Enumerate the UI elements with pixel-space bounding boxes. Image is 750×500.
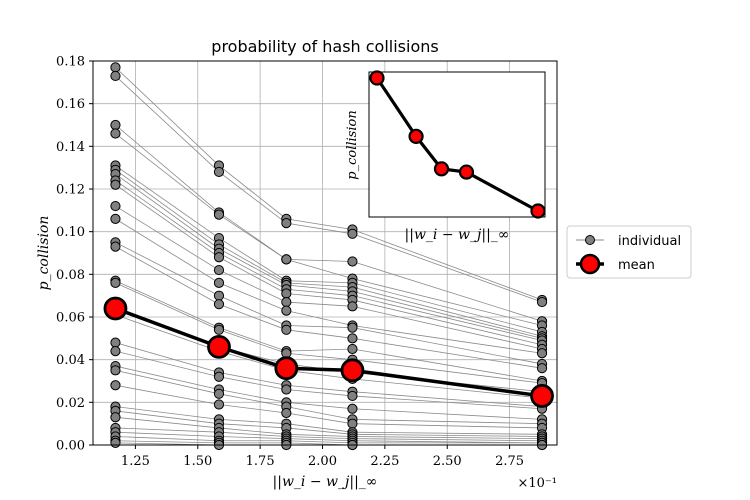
mean-point-3 (340, 358, 365, 383)
y-tick-label-7: 0.14 (56, 140, 85, 155)
individual-point-21-2 (281, 407, 292, 419)
individual-point-18-0 (110, 346, 121, 357)
y-tick-label-4: 0.08 (56, 268, 85, 283)
x-tick-label-6: 2.75 (495, 454, 524, 469)
x-axis-label: ||w_i − w_j||_∞ (273, 474, 378, 490)
individual-point-21-3 (347, 418, 358, 429)
individual-point-18-3 (347, 390, 358, 402)
x-tick-label-1: 1.50 (183, 454, 212, 469)
y-tick-label-6: 0.12 (56, 183, 85, 198)
individual-point-24-0 (110, 412, 121, 423)
individual-point-11-1 (213, 290, 225, 301)
individual-point-10-2 (281, 305, 292, 316)
y-axis-label: p_collision (36, 216, 52, 291)
mean-line (114, 306, 543, 398)
individual-point-9-2 (281, 296, 292, 308)
individual-point-12-4 (536, 363, 548, 374)
individual-point-18-2 (281, 384, 292, 395)
inset-mean-point-4 (530, 203, 546, 219)
main-plot-frame (92, 60, 558, 446)
main-ticks: 1.25 1.50 1.75 2.00 2.25 2.50 2.75 0.00 0.02 0.04… (56, 55, 524, 470)
legend-mean-label: mean (618, 258, 655, 273)
individual-point-8-1 (213, 252, 225, 263)
individual-point-20-1 (213, 388, 225, 399)
y-tick-label-3: 0.06 (56, 311, 85, 326)
x-exponent-label: ×10⁻¹ (517, 476, 557, 491)
individual-point-10-4 (536, 348, 548, 359)
individual-point-12-3 (347, 333, 358, 344)
individual-point-3-1 (213, 209, 225, 220)
inset-mean-point-1 (408, 128, 424, 144)
inset-mean-point-3 (458, 164, 475, 180)
individual-point-1-1 (213, 166, 225, 178)
mean-point-4 (530, 384, 554, 408)
y-tick-label-1: 0.02 (56, 396, 85, 411)
individual-point-29-0 (110, 437, 121, 448)
inset-x-axis-label: ||w_i − w_j||_∞ (405, 227, 510, 243)
inset-y-axis-label: p_collision (345, 110, 360, 179)
individual-point-1-3 (347, 228, 358, 239)
inset-frame (368, 71, 546, 218)
individual-point-14-1 (213, 324, 225, 335)
individual-point-20-0 (110, 365, 121, 376)
inset-mean-point-0 (369, 70, 385, 86)
individual-point-8-0 (110, 179, 121, 190)
y-tick-label-5: 0.10 (56, 225, 85, 240)
individual-point-19-3 (347, 403, 358, 414)
mean-point-0 (103, 296, 128, 321)
individual-point-12-1 (213, 299, 225, 310)
individual-point-9-0 (110, 200, 121, 212)
individual-point-14-0 (110, 277, 121, 288)
individual-point-10-0 (110, 213, 121, 224)
individual-point-2-0 (110, 119, 121, 131)
individual-point-11-3 (347, 322, 358, 333)
y-tick-label-9: 0.18 (56, 55, 85, 70)
x-tick-label-0: 1.25 (121, 454, 150, 469)
legend-individual-marker (585, 235, 595, 245)
individual-point-13-3 (347, 343, 358, 355)
individual-point-2-3 (347, 256, 358, 267)
individual-point-12-0 (110, 241, 121, 252)
individual-point-8-2 (281, 288, 292, 299)
individual-point-1-0 (110, 70, 121, 82)
x-tick-label-4: 2.25 (370, 454, 399, 469)
individual-point-3-0 (110, 128, 121, 139)
individual-point-3-2 (281, 254, 292, 265)
x-tick-label-5: 2.50 (433, 454, 462, 469)
individual-point-18-1 (213, 371, 225, 382)
individual-point-1-4 (536, 296, 548, 308)
x-tick-label-3: 2.00 (308, 454, 337, 469)
mean-series (103, 296, 554, 408)
inset-background (369, 72, 545, 217)
legend-individual-label: individual (618, 234, 681, 249)
individual-point-1-2 (281, 218, 292, 229)
legend: individual mean (566, 225, 692, 279)
y-tick-label-2: 0.04 (56, 353, 85, 368)
legend-mean-marker (579, 253, 601, 275)
individual-point-10-1 (213, 277, 225, 288)
individual-point-0-0 (110, 62, 121, 73)
individual-point-17-0 (110, 337, 121, 348)
mean-point-1 (207, 334, 231, 359)
x-tick-label-2: 1.75 (246, 454, 275, 469)
chart-title: probability of hash collisions (211, 37, 438, 56)
individual-point-21-1 (213, 399, 225, 410)
y-tick-label-0: 0.00 (56, 439, 85, 454)
individual-line-19 (115, 365, 543, 420)
y-tick-label-8: 0.16 (56, 97, 85, 112)
individual-point-9-1 (213, 264, 225, 276)
mean-point-2 (274, 356, 299, 381)
inset-mean-point-2 (433, 161, 450, 177)
individual-point-21-0 (110, 380, 121, 391)
individual-point-12-2 (281, 324, 292, 335)
individual-point-9-3 (347, 301, 358, 312)
